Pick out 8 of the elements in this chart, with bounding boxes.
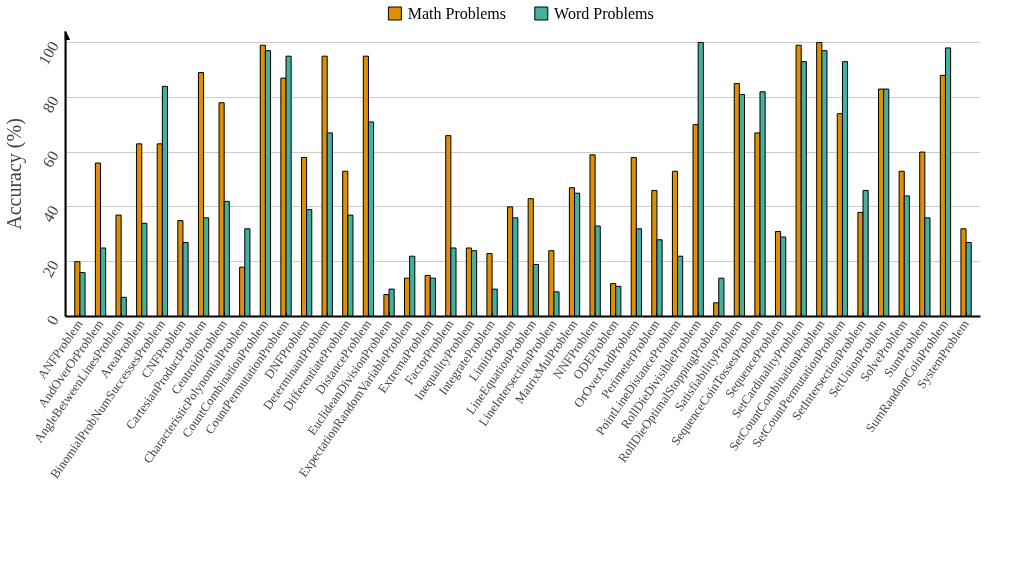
y-tick-label: 100 [35,38,62,68]
y-tick-label: 20 [39,257,62,280]
y-axis-title: Accuracy (%) [3,118,27,230]
y-tick-label: 80 [39,93,62,116]
y-tick-label: 60 [39,147,62,171]
legend-label: Math Problems [407,5,506,22]
legend-label: Word Problems [554,5,654,22]
y-tick-label: 40 [39,202,62,225]
